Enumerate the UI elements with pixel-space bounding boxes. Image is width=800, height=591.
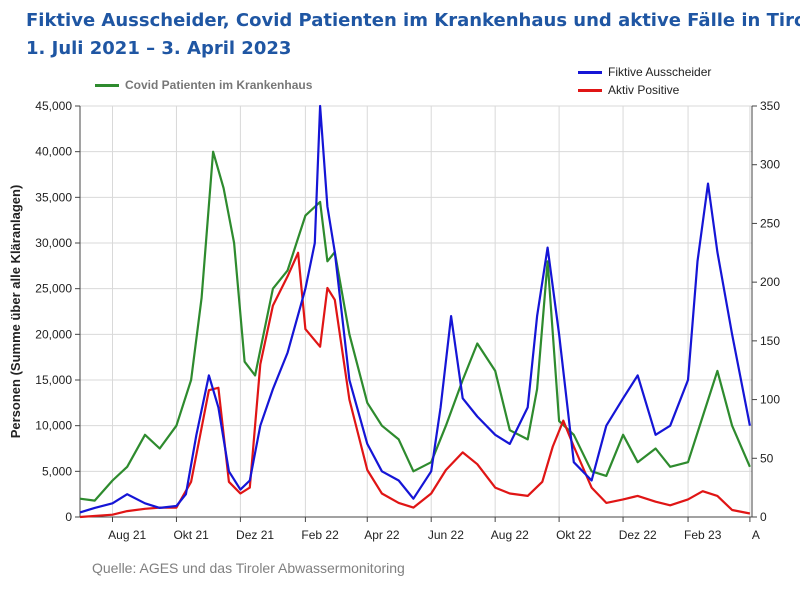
legend-label-fiktive-ausscheider: Fiktive Ausscheider bbox=[608, 65, 712, 79]
y-tick-label-left: 20,000 bbox=[35, 327, 72, 341]
y-tick-label-right: 100 bbox=[760, 393, 780, 407]
y-tick-label-left: 45,000 bbox=[35, 99, 72, 113]
legend-covid-patients: Covid Patienten im Krankenhaus bbox=[95, 78, 312, 92]
y-tick-label-left: 25,000 bbox=[35, 282, 72, 296]
chart-subtitle: 1. Juli 2021 – 3. April 2023 bbox=[26, 38, 292, 59]
y-tick-label-left: 10,000 bbox=[35, 419, 72, 433]
y-axis-title: Personen (Summe über alle Kläranlagen) bbox=[8, 185, 23, 439]
legend-label-covid-patients: Covid Patienten im Krankenhaus bbox=[125, 78, 313, 92]
y-tick-label-left: 0 bbox=[65, 510, 72, 524]
legend-label-aktiv-positive: Aktiv Positive bbox=[608, 83, 680, 97]
legend-swatch-blue bbox=[578, 70, 602, 74]
x-tick-label: A bbox=[752, 528, 760, 542]
x-tick-label: Dez 21 bbox=[236, 528, 274, 542]
covid-patienten-im-krankenhaus-line bbox=[79, 150, 751, 502]
y-tick-label-left: 35,000 bbox=[35, 190, 72, 204]
source-note: Quelle: AGES und das Tiroler Abwassermon… bbox=[92, 560, 405, 576]
x-tick-label: Dez 22 bbox=[619, 528, 657, 542]
y-tick-label-right: 300 bbox=[760, 158, 780, 172]
y-tick-label-left: 30,000 bbox=[35, 236, 72, 250]
y-tick-label-left: 5,000 bbox=[42, 464, 72, 478]
x-tick-label: Okt 21 bbox=[173, 528, 209, 542]
y-tick-label-right: 350 bbox=[760, 99, 780, 113]
y-tick-label-right: 0 bbox=[760, 510, 767, 524]
x-tick-label: Okt 22 bbox=[556, 528, 592, 542]
chart-title: Fiktive Ausscheider, Covid Patienten im … bbox=[26, 10, 800, 31]
x-tick-label: Apr 22 bbox=[364, 528, 400, 542]
legend-swatch-red bbox=[578, 88, 602, 92]
aktiv-positive-line bbox=[79, 251, 751, 519]
y-tick-label-left: 40,000 bbox=[35, 145, 72, 159]
x-tick-label: Feb 22 bbox=[301, 528, 339, 542]
legend-swatch-green bbox=[95, 83, 119, 87]
legend-aktiv-positive: Aktiv Positive bbox=[578, 83, 679, 97]
x-tick-label: Aug 22 bbox=[491, 528, 529, 542]
legend-fiktive-ausscheider: Fiktive Ausscheider bbox=[578, 65, 711, 79]
y-tick-label-right: 250 bbox=[760, 216, 780, 230]
y-tick-label-left: 15,000 bbox=[35, 373, 72, 387]
y-tick-label-right: 200 bbox=[760, 275, 780, 289]
x-tick-label: Aug 21 bbox=[108, 528, 146, 542]
fiktive-ausscheider-line bbox=[79, 104, 751, 514]
y-tick-label-right: 50 bbox=[760, 451, 774, 465]
x-tick-label: Feb 23 bbox=[684, 528, 722, 542]
y-tick-label-right: 150 bbox=[760, 334, 780, 348]
x-tick-label: Jun 22 bbox=[428, 528, 464, 542]
